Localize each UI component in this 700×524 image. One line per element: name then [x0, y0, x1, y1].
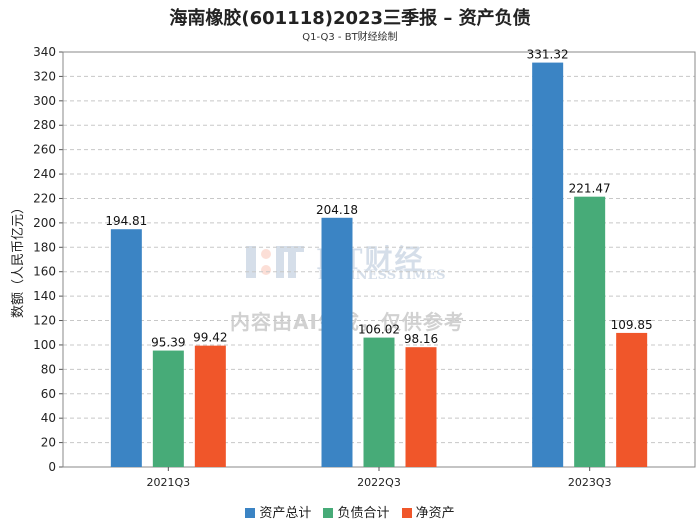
bar-liabilities: [574, 196, 606, 467]
legend-item-liabilities[interactable]: 负债合计: [323, 502, 390, 521]
bar-liabilities: [152, 350, 184, 467]
bar-value-label: 204.18: [316, 203, 358, 217]
y-tick-label: 240: [33, 167, 56, 181]
x-tick-label: 2023Q3: [568, 476, 612, 489]
y-tick-label: 40: [41, 411, 56, 425]
y-tick-label: 200: [33, 216, 56, 230]
legend-label-liabilities: 负债合计: [337, 506, 390, 521]
legend-swatch-liabilities: [323, 508, 334, 518]
legend-swatch-assets: [245, 508, 256, 518]
bar-assets: [321, 217, 353, 467]
bar-value-label: 98.16: [404, 332, 438, 346]
legend-label-assets: 资产总计: [259, 506, 312, 521]
bar-net-assets: [616, 332, 648, 467]
legend-item-net-assets[interactable]: 净资产: [401, 502, 455, 521]
bt-logo-icon: [246, 246, 304, 278]
y-tick-label: 160: [33, 265, 56, 279]
bar-value-label: 221.47: [569, 182, 611, 196]
legend-label-net-assets: 净资产: [415, 506, 455, 521]
y-tick-label: 60: [41, 387, 56, 401]
y-axis-title: 数额（人民币亿元）: [11, 201, 26, 318]
bar-value-label: 106.02: [358, 323, 400, 337]
bar-value-label: 95.39: [151, 336, 185, 350]
bar-value-label: 331.32: [527, 48, 569, 62]
chart-subtitle: Q1-Q3 - BT财经绘制: [302, 32, 398, 43]
bar-net-assets: [194, 345, 226, 467]
bar-value-label: 194.81: [105, 214, 147, 228]
y-tick-label: 140: [33, 289, 56, 303]
y-tick-label: 20: [41, 436, 56, 450]
y-tick-label: 0: [48, 460, 56, 474]
y-tick-label: 100: [33, 338, 56, 352]
y-tick-label: 220: [33, 191, 56, 205]
legend-item-assets[interactable]: 资产总计: [245, 502, 311, 521]
x-tick-label: 2022Q3: [357, 476, 401, 489]
y-tick-label: 80: [41, 362, 56, 376]
y-tick-label: 300: [33, 94, 56, 108]
bar-liabilities: [363, 337, 395, 467]
y-tick-label: 320: [33, 69, 56, 83]
y-tick-label: 340: [33, 45, 56, 59]
chart-legend: 资产总计 负债合计 净资产: [0, 502, 700, 521]
x-tick-label: 2021Q3: [147, 476, 191, 489]
y-tick-label: 280: [33, 118, 56, 132]
y-tick-label: 120: [33, 314, 56, 328]
bar-value-label: 109.85: [611, 318, 653, 332]
chart-title: 海南橡胶(601118)2023三季报 – 资产负债: [169, 8, 531, 29]
bar-net-assets: [405, 347, 437, 467]
y-tick-label: 260: [33, 143, 56, 157]
bar-assets: [532, 62, 564, 468]
bar-value-label: 99.42: [193, 331, 227, 345]
legend-swatch-net-assets: [401, 508, 412, 518]
bar-assets: [110, 229, 142, 467]
y-tick-label: 180: [33, 240, 56, 254]
